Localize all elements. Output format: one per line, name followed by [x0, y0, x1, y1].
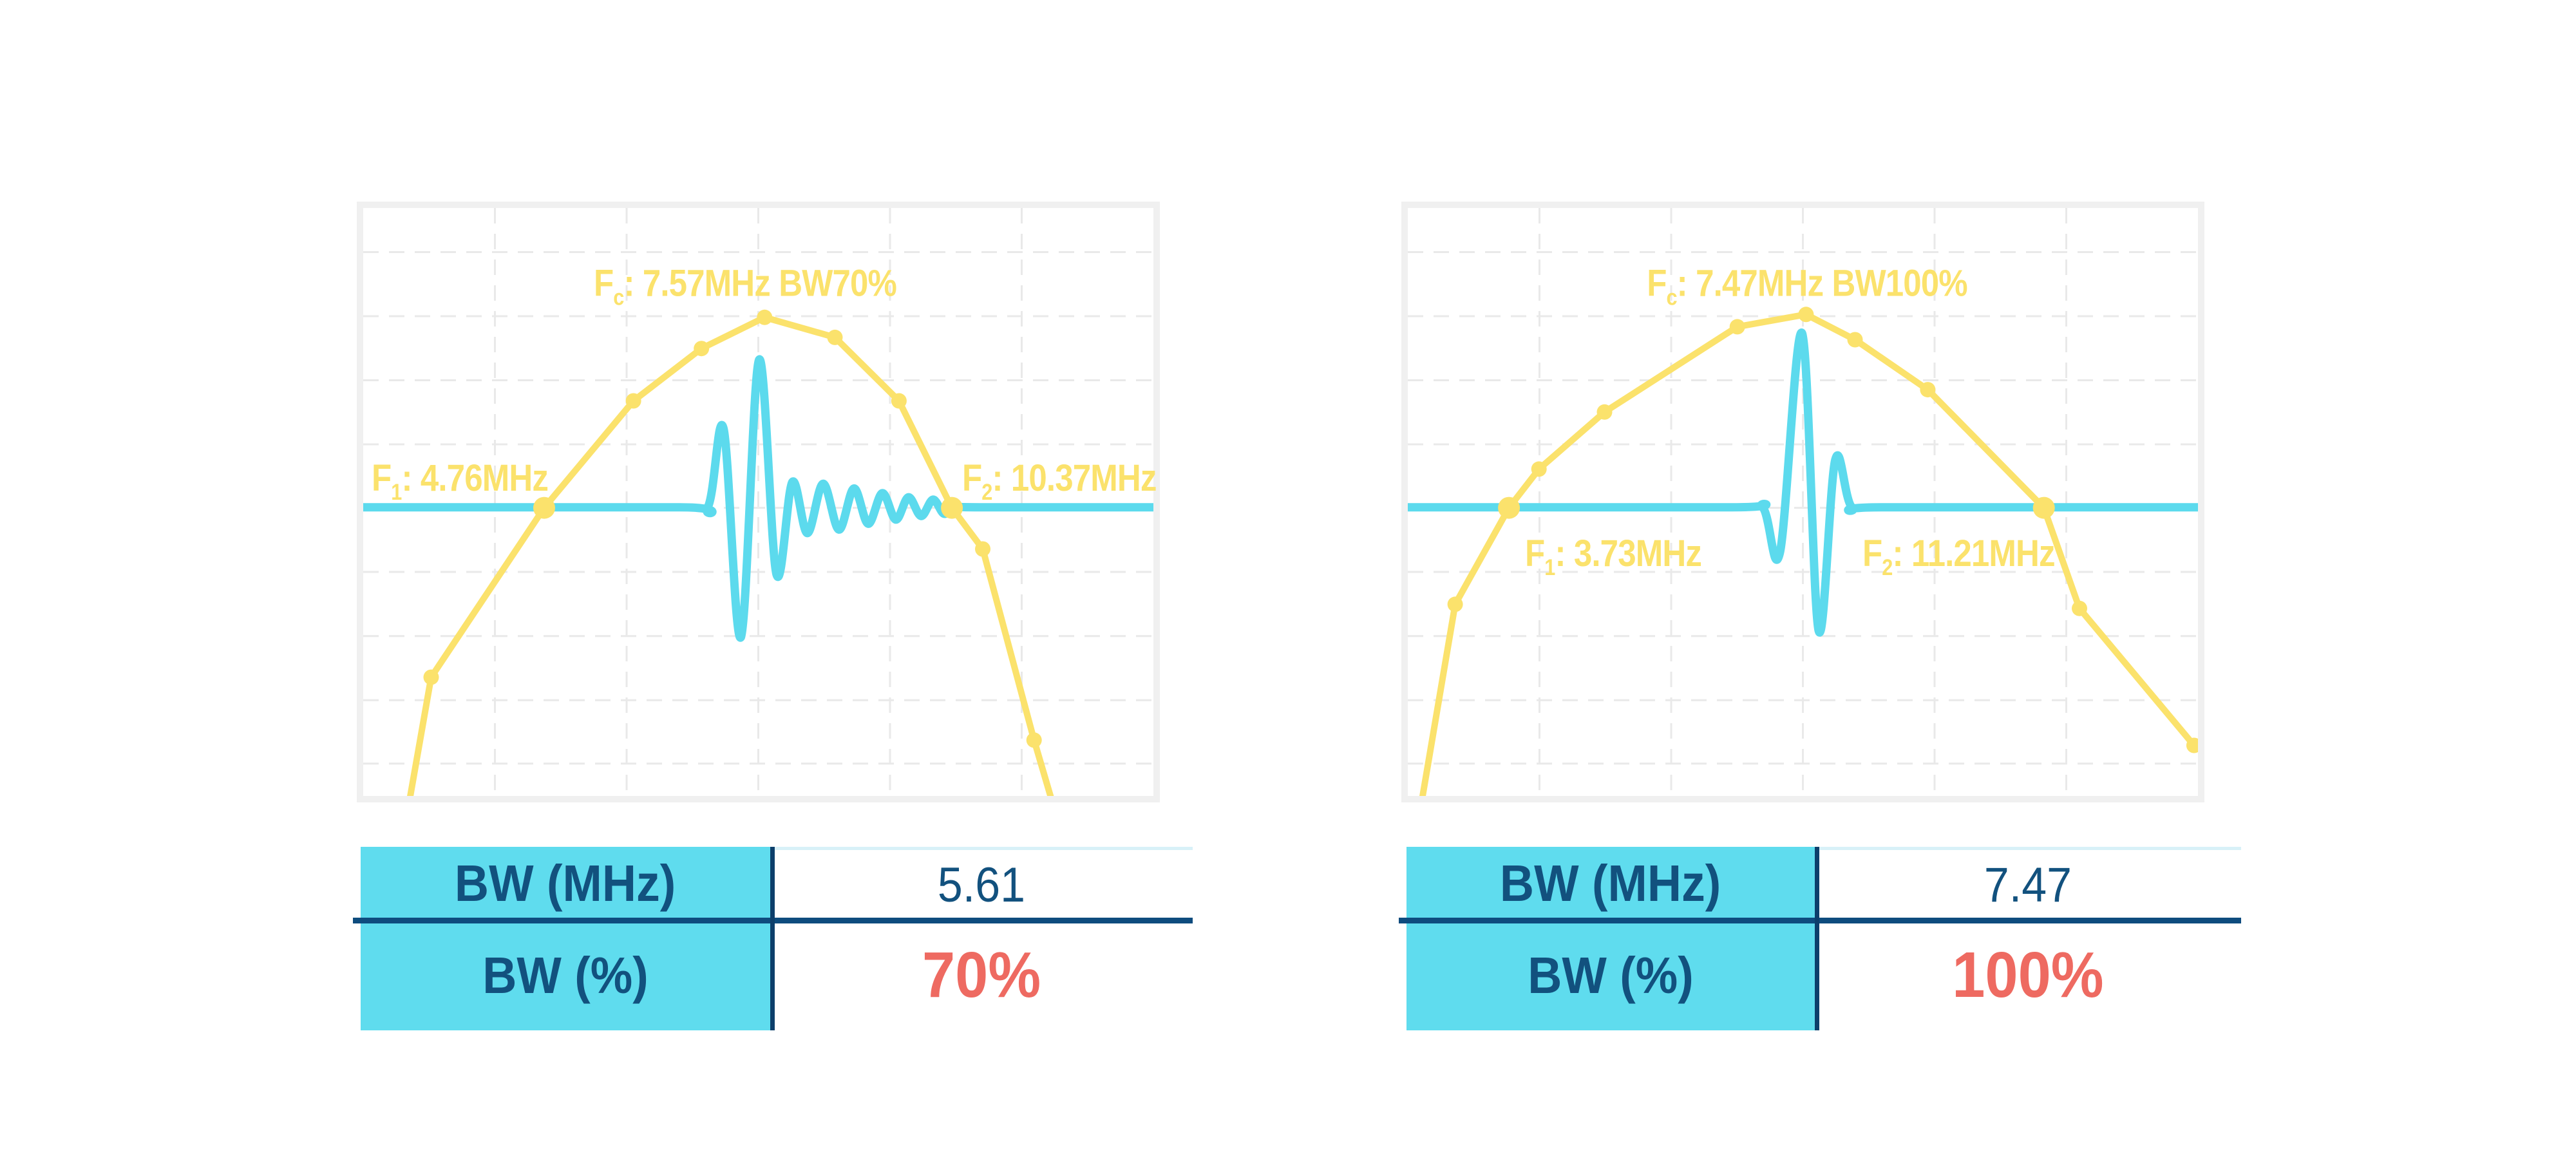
spectrum-pulse-plot-right	[1408, 208, 2198, 796]
fc-annotation-right: Fc: 7.47MHz BW100%	[1646, 262, 1967, 310]
plot-frame-left: Fc: 7.57MHz BW70% F1: 4.76MHz F2: 10.37M…	[357, 202, 1160, 802]
table-label-cell: BW (%)	[1406, 920, 1815, 1030]
table-label-cell: BW (MHz)	[361, 847, 770, 920]
table-label-cell: BW (%)	[361, 920, 770, 1030]
table-value-cell: 100%	[1815, 920, 2241, 1030]
bw-table-left: BW (MHz) 5.61 BW (%) 70%	[353, 847, 1193, 1030]
spectrum-pulse-plot-left	[363, 208, 1153, 796]
table-label-cell: BW (MHz)	[1406, 847, 1815, 920]
table-vertical-rule	[770, 847, 775, 1030]
table-value-cell: 5.61	[770, 847, 1193, 920]
f1-annotation-left: F1: 4.76MHz	[372, 457, 549, 506]
fc-annotation-left: Fc: 7.57MHz BW70%	[593, 262, 897, 310]
table-value-cell: 7.47	[1815, 847, 2241, 920]
f2-annotation-left: F2: 10.37MHz	[962, 457, 1157, 506]
f2-annotation-right: F2: 11.21MHz	[1862, 532, 2056, 580]
bw-table-right: BW (MHz) 7.47 BW (%) 100%	[1399, 847, 2241, 1030]
table-value-cell: 70%	[770, 920, 1193, 1030]
f1-annotation-right: F1: 3.73MHz	[1524, 532, 1702, 580]
table-vertical-rule	[1815, 847, 1819, 1030]
table-horizontal-rule	[1399, 918, 2241, 923]
plot-frame-right: Fc: 7.47MHz BW100% F1: 3.73MHz F2: 11.21…	[1401, 202, 2204, 802]
